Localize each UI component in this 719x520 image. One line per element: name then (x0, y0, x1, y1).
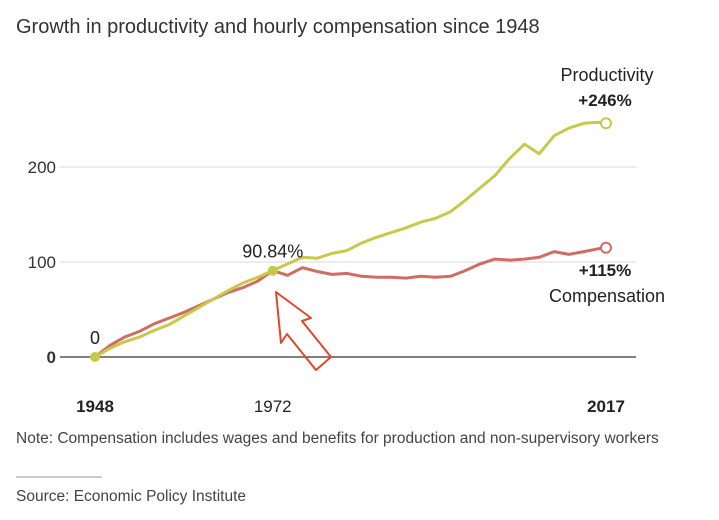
y-tick-label: 200 (28, 158, 56, 177)
divider (16, 476, 102, 478)
divergence-point-label: 90.84% (242, 242, 303, 262)
compensation-value-label: +115% (579, 261, 631, 280)
divergence-point-marker (267, 265, 278, 276)
chart-source: Source: Economic Policy Institute (16, 488, 247, 505)
chart-note: Note: Compensation includes wages and be… (16, 430, 659, 447)
x-tick-label: 2017 (587, 397, 625, 416)
x-tick-label: 1972 (254, 397, 292, 416)
productivity-end-marker (600, 117, 612, 130)
productivity-value-label: +246% (578, 91, 631, 110)
start-point-marker (90, 352, 100, 362)
x-tick-label: 1948 (76, 397, 114, 416)
productivity-line (93, 120, 608, 359)
series-lines (93, 117, 612, 359)
y-tick-label: 0 (47, 348, 56, 367)
axis-labels: 0 100 200 1948 1972 2017 (28, 158, 625, 416)
line-chart: 0 100 200 1948 1972 2017 Productivity +246% +11… (28, 65, 665, 416)
annotations: Productivity +246% +115% Compensation 0 90.84… (90, 65, 665, 371)
productivity-label: Productivity (560, 65, 653, 85)
compensation-end-marker (600, 241, 612, 254)
arrow-icon (275, 291, 332, 371)
chart-title: Growth in productivity and hourly compen… (16, 16, 540, 38)
compensation-label: Compensation (549, 286, 665, 306)
compensation-line (93, 246, 608, 359)
gridlines (60, 166, 636, 358)
y-tick-label: 100 (28, 253, 56, 272)
start-point-label: 0 (90, 328, 100, 348)
